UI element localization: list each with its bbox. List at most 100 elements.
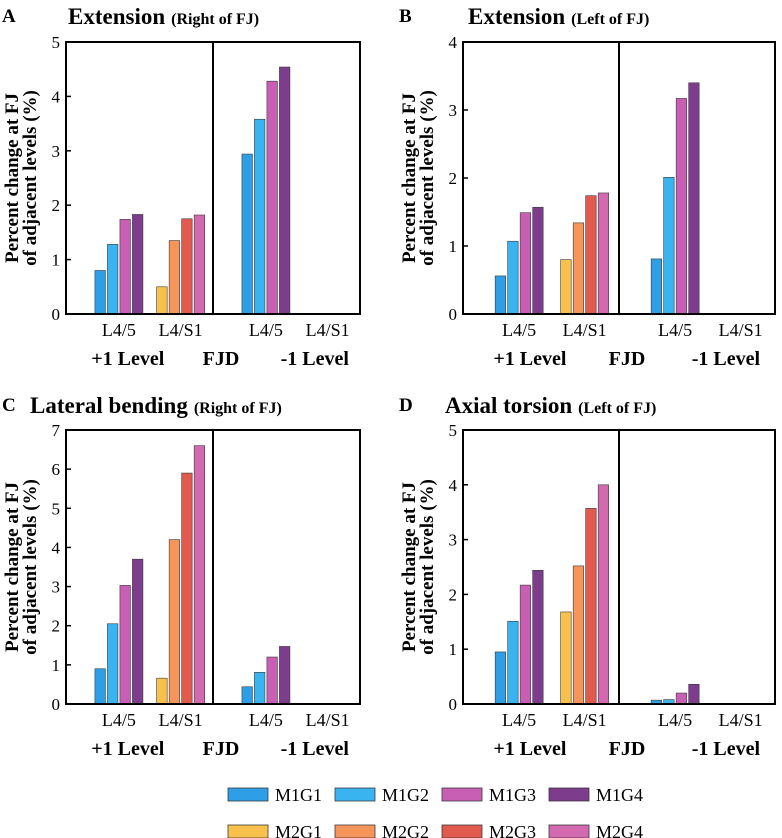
legend-label: M2G1 [275,822,322,838]
panel-title-main: Extension [68,4,165,29]
x-tick-label: L4/S1 [563,320,607,340]
legend-label: M1G3 [489,785,536,805]
bar [519,212,531,315]
panel-title: Extension (Right of FJ) [68,4,259,29]
level-label-minus1: -1 Level [692,738,761,760]
level-label-fjd: FJD [609,738,646,760]
y-tick-label: 7 [52,421,61,440]
legend-label: M1G4 [596,785,643,805]
bar [650,258,662,315]
panel-title: Lateral bending (Right of FJ) [30,393,282,418]
bar [119,585,131,705]
panel-title-sub: (Right of FJ) [171,11,259,28]
level-label-fjd: FJD [203,738,240,760]
level-label-fjd: FJD [203,348,240,370]
legend-item-m1g3: M1G3 [441,785,536,805]
y-tick-label: 0 [449,305,458,324]
legend: M1G1 M1G2 M1G3 M1G4 M2G1 M2G2 M2G3 M2G4 [227,785,643,838]
legend-swatch [441,787,483,802]
x-tick-label: L4/S1 [563,710,607,730]
legend-item-m1g1: M1G1 [227,785,322,805]
panel-title-sub: (Left of FJ) [571,11,649,28]
x-tick-label: L4/S1 [159,710,203,730]
bar [688,683,700,705]
level-label-plus1: +1 Level [493,348,566,370]
legend-swatch [441,824,483,838]
x-tick-label: L4/5 [249,320,283,340]
y-tick-label: 6 [52,460,61,479]
bar [279,66,291,315]
level-label-plus1: +1 Level [91,348,164,370]
bar [156,286,168,315]
x-tick-label: L4/S1 [306,320,350,340]
x-tick-label: L4/S1 [719,320,763,340]
y-tick-label: 2 [449,169,458,188]
y-tick-label: 2 [52,196,61,215]
bar [193,214,205,315]
y-tick-label: 5 [52,33,61,52]
bar [279,646,291,705]
bar [597,192,609,315]
bar [181,218,193,315]
bar [675,98,687,315]
y-axis-label-line1: Percent change at FJ [399,482,420,652]
bar [241,153,253,315]
bar [241,686,253,705]
bar [597,484,609,705]
bar [572,565,584,705]
panel-title: Axial torsion (Left of FJ) [445,393,656,418]
y-tick-label: 3 [52,578,61,597]
y-tick-label: 4 [52,87,61,106]
y-tick-label: 3 [449,101,458,120]
x-tick-label: L4/5 [502,320,536,340]
bar [585,195,597,315]
y-tick-label: 5 [449,421,458,440]
y-axis-label-line2: of adjacent levels (%) [20,90,41,266]
legend-label: M2G2 [382,822,429,838]
y-axis-label-line1: Percent change at FJ [399,93,420,263]
y-tick-label: 0 [52,695,61,714]
bar [107,244,119,315]
bar [519,584,531,705]
legend-swatch [548,824,590,838]
x-tick-label: L4/5 [102,320,136,340]
panel-title-sub: (Right of FJ) [194,400,282,417]
y-tick-label: 4 [52,538,61,557]
legend-item-m2g3: M2G3 [441,822,536,838]
x-tick-label: L4/5 [658,710,692,730]
y-axis-label-line1: Percent change at FJ [2,93,23,263]
y-tick-label: 3 [52,142,61,161]
x-tick-label: L4/5 [249,710,283,730]
legend-label: M1G2 [382,785,429,805]
y-tick-label: 1 [449,640,458,659]
panel-title-sub: (Left of FJ) [578,400,656,417]
x-tick-label: L4/S1 [719,710,763,730]
panel-c: C Lateral bending (Right of FJ) Percent cha… [2,393,361,760]
y-tick-label: 1 [52,251,61,270]
x-tick-label: L4/5 [658,320,692,340]
legend-item-m1g4: M1G4 [548,785,643,805]
bar [168,539,180,705]
bar [507,240,519,315]
bar [675,692,687,705]
bar [181,472,193,705]
bar [254,671,266,705]
legend-item-m2g1: M2G1 [227,822,322,838]
level-label-plus1: +1 Level [493,738,566,760]
bar [560,611,572,705]
panel-letter: A [2,6,16,27]
legend-swatch [227,787,269,802]
panel-letter: C [2,395,16,416]
panel-title-main: Lateral bending [30,393,188,418]
y-axis-label-line2: of adjacent levels (%) [417,479,438,655]
bar [107,623,119,705]
bar [266,80,278,315]
legend-swatch [548,787,590,802]
panel-a: A Extension (Right of FJ) Percent change at… [2,4,361,370]
y-axis-label-line1: Percent change at FJ [2,482,23,652]
legend-label: M2G4 [596,822,643,838]
bar [494,651,506,705]
bar [688,82,700,315]
bar [119,219,131,315]
